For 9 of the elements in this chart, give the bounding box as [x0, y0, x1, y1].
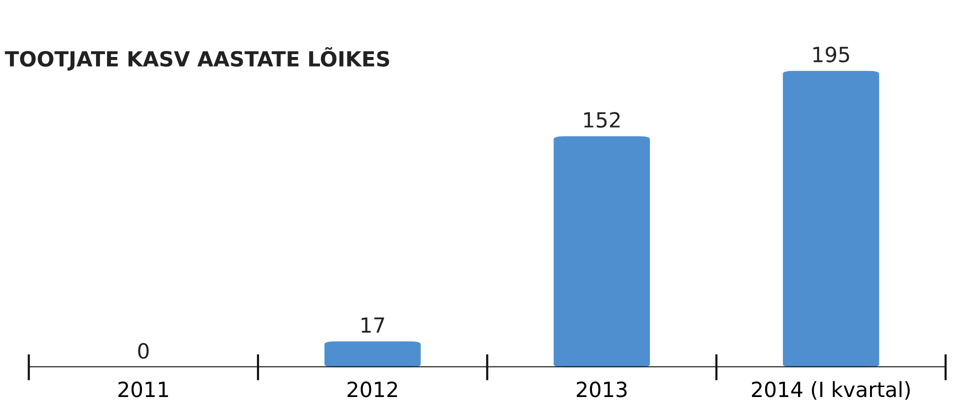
data-label: 17 — [362, 317, 384, 333]
x-tick-label: 2012 — [348, 382, 398, 398]
x-tick-label: 2014 (I kvartal) — [752, 381, 910, 400]
x-tick-label: 2013 — [576, 382, 627, 398]
data-label: 195 — [813, 46, 850, 62]
x-tick-label: 2011 — [118, 382, 168, 398]
data-label: 152 — [584, 112, 620, 128]
data-label: 0 — [138, 343, 149, 359]
chart-title: TOOTJATE KASV AASTATE LÕIKES — [4, 47, 390, 71]
